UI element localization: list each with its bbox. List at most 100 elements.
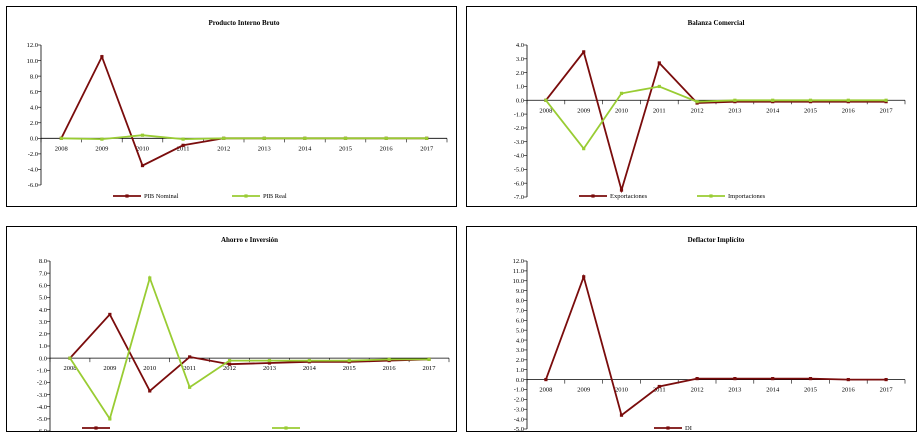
legend-label: PIB Nominal xyxy=(144,193,179,200)
y-tick-label: 0.0 xyxy=(516,97,524,104)
data-point xyxy=(140,133,145,137)
y-tick-label: -5.0 xyxy=(514,167,524,174)
x-tick-label: 2016 xyxy=(380,145,394,152)
x-tick-label: 2015 xyxy=(804,387,817,394)
data-point xyxy=(188,355,192,359)
data-point xyxy=(544,377,548,382)
y-tick-label: 11.0 xyxy=(513,268,524,275)
data-point xyxy=(140,163,145,168)
y-tick-label: 4.0 xyxy=(39,307,47,314)
x-tick-label: 2011 xyxy=(653,387,666,394)
chart-panel-deflactor: Deflactor Implícito -5.0 -4.0 -3.0 -2.0 -1.0 0… xyxy=(466,226,917,432)
data-point xyxy=(267,358,272,363)
data-point xyxy=(733,377,737,381)
x-tick-label: 2012 xyxy=(217,145,230,152)
x-tick-label: 2013 xyxy=(263,365,276,372)
series-line xyxy=(545,273,887,417)
data-point xyxy=(100,137,104,141)
data-point xyxy=(695,100,699,104)
data-point xyxy=(884,377,888,382)
x-tick-label: 2013 xyxy=(258,145,271,152)
x-tick-label: 2009 xyxy=(577,107,590,114)
data-point xyxy=(267,361,272,365)
chart-panel-balanza: Balanza Comercial -7.0 -6.0 -5.0 -4.0 -3.0 -2.… xyxy=(466,6,917,207)
y-tick-label: 5.0 xyxy=(39,295,47,302)
data-point xyxy=(582,50,586,54)
series-line xyxy=(69,275,430,422)
x-tick-label: 2017 xyxy=(880,107,894,114)
data-point xyxy=(307,358,311,363)
y-tick-label: -6.0 xyxy=(28,182,38,189)
series-line xyxy=(545,85,887,151)
y-tick-label: -3.0 xyxy=(514,139,524,146)
legend-marker xyxy=(709,194,713,198)
x-tick-label: 2010 xyxy=(615,107,628,114)
data-point xyxy=(582,275,586,279)
y-tick-label: 10.0 xyxy=(513,278,524,285)
series-line xyxy=(60,54,427,167)
legend-marker xyxy=(591,194,595,198)
data-point xyxy=(108,417,112,421)
data-point xyxy=(227,358,232,363)
y-tick-label: -1.0 xyxy=(514,387,524,394)
x-tick-label: 2017 xyxy=(420,145,434,152)
x-tick-label: 2009 xyxy=(103,365,116,372)
data-point xyxy=(544,98,548,102)
x-tick-label: 2010 xyxy=(136,145,149,152)
x-tick-label: 2012 xyxy=(223,365,236,372)
y-tick-label: 7.0 xyxy=(516,308,524,315)
x-tick-label: 2014 xyxy=(766,107,780,114)
x-tick-label: 2017 xyxy=(880,387,894,394)
y-tick-label: 6.0 xyxy=(39,282,47,289)
data-point xyxy=(733,98,737,102)
data-point xyxy=(884,98,888,102)
data-point xyxy=(303,136,307,140)
x-tick-label: 2010 xyxy=(143,365,156,372)
data-point xyxy=(262,136,266,140)
data-point xyxy=(181,137,185,141)
y-tick-label: 1.0 xyxy=(516,367,524,374)
y-tick-label: 0.0 xyxy=(39,355,47,362)
y-tick-label: 2.0 xyxy=(39,331,47,338)
x-tick-label: 2008 xyxy=(55,145,68,152)
y-tick-label: -4.0 xyxy=(514,416,524,423)
legend-label: DI xyxy=(685,425,692,431)
data-point xyxy=(619,91,624,95)
y-tick-label: -1.0 xyxy=(514,111,524,118)
y-tick-label: 9.0 xyxy=(516,288,524,295)
chart-title: Balanza Comercial xyxy=(688,19,745,27)
data-point xyxy=(657,84,661,89)
y-tick-label: 8.0 xyxy=(39,258,47,265)
x-tick-label: 2011 xyxy=(653,107,666,114)
x-tick-label: 2012 xyxy=(691,387,704,394)
chart-svg-pib: Producto Interno Bruto -6.0 -4.0 -2.0 0.0 2.0… xyxy=(27,19,448,200)
data-point xyxy=(582,147,586,151)
y-tick-label: 4.0 xyxy=(30,104,38,111)
x-tick-label: 2015 xyxy=(339,145,352,152)
y-tick-label: 0.0 xyxy=(516,377,524,384)
x-tick-label: 2011 xyxy=(177,145,190,152)
legend-label: Exportaciones xyxy=(610,193,648,200)
y-tick-label: 12.0 xyxy=(27,42,38,49)
y-tick-label: -4.0 xyxy=(37,404,47,411)
data-point xyxy=(148,276,152,280)
x-tick-label: 2012 xyxy=(691,107,704,114)
legend-marker xyxy=(666,426,670,430)
legend-marker xyxy=(94,426,98,430)
x-tick-label: 2016 xyxy=(383,365,397,372)
data-point xyxy=(387,357,391,361)
y-tick-label: -6.0 xyxy=(514,180,524,187)
y-tick-label: -2.0 xyxy=(37,380,47,387)
x-tick-label: 2015 xyxy=(343,365,356,372)
y-tick-label: 4.0 xyxy=(516,42,524,49)
y-tick-label: 7.0 xyxy=(39,270,47,277)
legend-label: Importaciones xyxy=(728,193,766,200)
chart-svg-ahorro: Ahorro e Inversión-6.0-5.0-4.0-3.0-2.0-1… xyxy=(37,236,450,431)
data-point xyxy=(68,356,72,360)
data-point xyxy=(108,312,112,317)
x-tick-label: 2014 xyxy=(298,145,312,152)
x-tick-label: 2008 xyxy=(539,107,552,114)
data-point xyxy=(771,98,775,102)
y-tick-label: 5.0 xyxy=(516,327,524,334)
series-line xyxy=(545,49,887,194)
